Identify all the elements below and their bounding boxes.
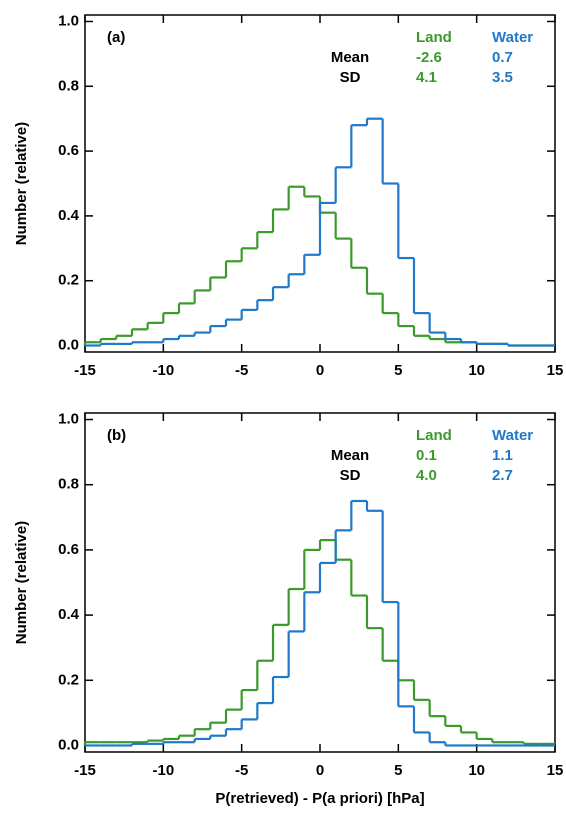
y-tick-label: 1.0	[58, 12, 79, 29]
x-tick-label: -5	[235, 362, 248, 379]
stat-value: 3.5	[492, 69, 513, 86]
y-axis-label: Number (relative)	[13, 122, 30, 245]
x-tick-label: 10	[468, 362, 485, 379]
x-tick-label: -15	[74, 362, 96, 379]
stat-value: 1.1	[492, 447, 513, 464]
x-tick-label: 10	[468, 762, 485, 779]
plot-frame	[84, 14, 556, 353]
x-tick-label: 15	[547, 362, 564, 379]
stat-value: 2.7	[492, 467, 513, 484]
stat-row-label: Mean	[331, 447, 369, 464]
stat-value: 4.0	[416, 467, 437, 484]
y-axis-label: Number (relative)	[13, 521, 30, 644]
y-tick-label: 0.8	[58, 476, 79, 493]
y-tick-label: 0.2	[58, 671, 79, 688]
y-tick-label: 0.6	[58, 142, 79, 159]
x-tick-label: 5	[394, 762, 402, 779]
stat-value: -2.6	[416, 49, 442, 66]
x-tick-label: -10	[152, 762, 174, 779]
stat-row-label: Mean	[331, 49, 369, 66]
legend-entry: Land	[416, 427, 452, 444]
y-tick-label: 0.8	[58, 77, 79, 94]
stat-value: 4.1	[416, 69, 437, 86]
stat-value: 0.1	[416, 447, 437, 464]
legend-entry: Land	[416, 29, 452, 46]
x-axis-label: P(retrieved) - P(a priori) [hPa]	[215, 790, 424, 807]
x-tick-label: -15	[74, 762, 96, 779]
panel-label: (b)	[107, 427, 126, 444]
x-tick-label: -10	[152, 362, 174, 379]
x-tick-label: 15	[547, 762, 564, 779]
panel-label: (a)	[107, 29, 125, 46]
x-tick-label: -5	[235, 762, 248, 779]
x-tick-label: 5	[394, 362, 402, 379]
legend-entry: Water	[492, 29, 533, 46]
y-tick-label: 0.0	[58, 736, 79, 753]
y-tick-label: 0.4	[58, 606, 80, 623]
stat-row-label: SD	[340, 69, 361, 86]
y-tick-label: 0.0	[58, 336, 79, 353]
y-tick-label: 0.2	[58, 272, 79, 289]
y-tick-label: 1.0	[58, 410, 79, 427]
x-tick-label: 0	[316, 362, 324, 379]
stat-value: 0.7	[492, 49, 513, 66]
stat-row-label: SD	[340, 467, 361, 484]
legend-entry: Water	[492, 427, 533, 444]
x-tick-label: 0	[316, 762, 324, 779]
y-tick-label: 0.4	[58, 207, 80, 224]
y-tick-label: 0.6	[58, 541, 79, 558]
